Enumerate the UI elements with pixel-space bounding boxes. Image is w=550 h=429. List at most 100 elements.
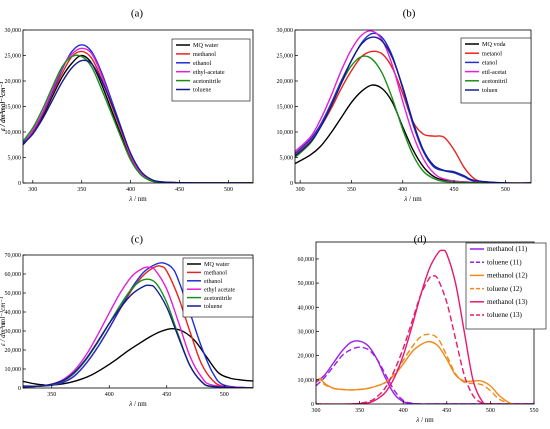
series-line-d-5 xyxy=(316,274,534,404)
series-lines-c xyxy=(23,262,253,388)
legend-a: MQ water methanol ethanol ethyl-acetate acet… xyxy=(171,38,251,102)
y-tick-label-a: 30,000 xyxy=(5,28,22,34)
legend-label-d-3: toluene (12) xyxy=(487,285,523,293)
legend-label-b-0: MQ voda xyxy=(482,41,506,48)
y-tick-label-d: 10,000 xyxy=(298,378,315,384)
legend-label-b-1: metanol xyxy=(482,50,502,57)
series-lines-a xyxy=(23,44,253,183)
series-line-d-4 xyxy=(316,249,534,404)
panel-label-c: (c) xyxy=(131,234,144,246)
y-tick-label-c: 50,000 xyxy=(5,291,22,297)
panel-d: (d) 300 350 400 450 500 550 0 10,000 20,000 30,000… xyxy=(0,234,547,424)
legend-label-c-0: MQ water xyxy=(204,261,229,268)
legend-label-b-4: acetonitril xyxy=(482,78,507,85)
legend-label-a-5: toluene xyxy=(193,87,211,94)
panel-b: (b) 300 350 400 450 500 0 5,000 10,000 15,000 20,0… xyxy=(0,8,532,203)
legend-box-a xyxy=(171,38,251,102)
plot-frame-c xyxy=(22,254,254,389)
legend-label-c-2: ethanol xyxy=(204,278,222,285)
y-tick-label-a: 25,000 xyxy=(5,54,22,60)
series-line-b-5 xyxy=(295,36,531,183)
x-tick-label-a: 400 xyxy=(126,187,135,193)
y-tick-label-c: 40,000 xyxy=(5,310,22,316)
panel-a: (a) 300 350 400 450 500 0 5,000 10,000 15,000 20,0… xyxy=(0,8,254,203)
y-tick-label-c: 30,000 xyxy=(5,329,22,335)
y-tick-label-d: 20,000 xyxy=(298,354,315,360)
x-tick-label-a: 300 xyxy=(28,187,37,193)
x-tick-label-b: 500 xyxy=(501,187,510,193)
legend-label-c-4: acetonitrile xyxy=(204,295,232,302)
x-tick-label-d: 300 xyxy=(312,408,321,414)
y-axis-label-b: ε / dm³mol⁻¹cm⁻¹ xyxy=(0,82,7,131)
x-tick-label-c: 350 xyxy=(47,392,56,398)
y-tick-label-b: 10,000 xyxy=(277,130,294,136)
x-tick-label-d: 350 xyxy=(355,408,364,414)
y-tick-label-c: 10,000 xyxy=(5,367,22,373)
series-line-b-0 xyxy=(295,84,531,183)
series-lines-b xyxy=(295,30,531,183)
y-tick-label-d: 0 xyxy=(311,402,314,408)
x-tick-label-b: 350 xyxy=(347,187,356,193)
series-line-c-0 xyxy=(23,328,253,386)
series-line-c-2 xyxy=(23,262,253,388)
y-tick-label-c: 70,000 xyxy=(5,253,22,259)
panel-label-a: (a) xyxy=(131,8,144,20)
legend-label-a-1: methanol xyxy=(193,51,216,58)
y-tick-label-d: 50,000 xyxy=(298,281,315,287)
legend-label-a-0: MQ water xyxy=(193,42,218,49)
y-tick-label-c: 0 xyxy=(18,386,21,392)
legend-label-a-4: acetonitrile xyxy=(193,78,221,85)
series-line-c-5 xyxy=(23,284,253,388)
y-tick-label-b: 20,000 xyxy=(277,79,294,85)
legend-label-c-1: methanol xyxy=(204,270,227,277)
y-tick-label-a: 5,000 xyxy=(8,156,22,162)
x-tick-label-a: 450 xyxy=(175,187,184,193)
y-tick-label-a: 15,000 xyxy=(5,105,22,111)
y-axis-label-d: ε xyxy=(0,321,7,324)
x-tick-label-d: 500 xyxy=(486,408,495,414)
legend-label-d-4: methanol (13) xyxy=(487,298,528,306)
y-tick-label-b: 0 xyxy=(290,181,293,187)
legend-label-d-0: methanol (11) xyxy=(487,245,528,253)
y-axis-label-c: ε / dm³mol⁻¹cm⁻¹ xyxy=(0,297,7,346)
y-tick-label-a: 20,000 xyxy=(5,79,22,85)
series-line-d-0 xyxy=(316,340,534,404)
y-tick-label-d: 60,000 xyxy=(298,257,315,263)
legend-label-a-3: ethyl-acetate xyxy=(193,69,225,76)
legend-label-c-3: ethyl acetate xyxy=(204,286,235,293)
y-tick-label-b: 15,000 xyxy=(277,105,294,111)
y-tick-label-c: 20,000 xyxy=(5,348,22,354)
y-tick-label-a: 0 xyxy=(18,181,21,187)
legend-b: MQ voda metanol etanol etil-acetat acetonitr… xyxy=(460,37,532,104)
y-tick-label-b: 25,000 xyxy=(277,54,294,60)
x-tick-label-d: 400 xyxy=(399,408,408,414)
y-tick-label-c: 60,000 xyxy=(5,272,22,278)
series-line-b-3 xyxy=(295,30,531,183)
series-line-c-3 xyxy=(23,266,253,388)
legend-box-b xyxy=(460,37,532,104)
x-tick-label-a: 500 xyxy=(224,187,233,193)
x-tick-label-c: 400 xyxy=(105,392,114,398)
legend-label-d-5: toluene (13) xyxy=(487,311,523,319)
x-axis-label-c: λ / nm xyxy=(128,400,147,408)
series-line-a-5 xyxy=(23,59,253,183)
legend-label-b-3: etil-acetat xyxy=(482,69,507,76)
legend-label-c-5: toluene xyxy=(204,303,222,310)
series-line-b-1 xyxy=(295,50,531,183)
x-axis-label-d: λ / nm xyxy=(415,416,434,424)
panel-label-b: (b) xyxy=(403,8,416,20)
x-axis-label-b: λ / nm xyxy=(403,195,422,203)
legend-label-b-5: toluen xyxy=(482,87,497,94)
x-axis-label-a: λ / nm xyxy=(128,195,147,203)
panel-c: (c) 350 400 450 500 0 10,000 20,000 30,000 40,000… xyxy=(0,234,254,408)
x-tick-label-d: 450 xyxy=(442,408,451,414)
y-tick-label-d: 40,000 xyxy=(298,305,315,311)
x-tick-label-b: 400 xyxy=(398,187,407,193)
y-tick-label-b: 5,000 xyxy=(280,156,294,162)
y-tick-label-b: 30,000 xyxy=(277,28,294,34)
x-tick-label-a: 350 xyxy=(77,187,86,193)
legend-d: methanol (11) toluene (11) methanol (12) to… xyxy=(465,242,547,330)
x-tick-label-c: 500 xyxy=(220,392,229,398)
